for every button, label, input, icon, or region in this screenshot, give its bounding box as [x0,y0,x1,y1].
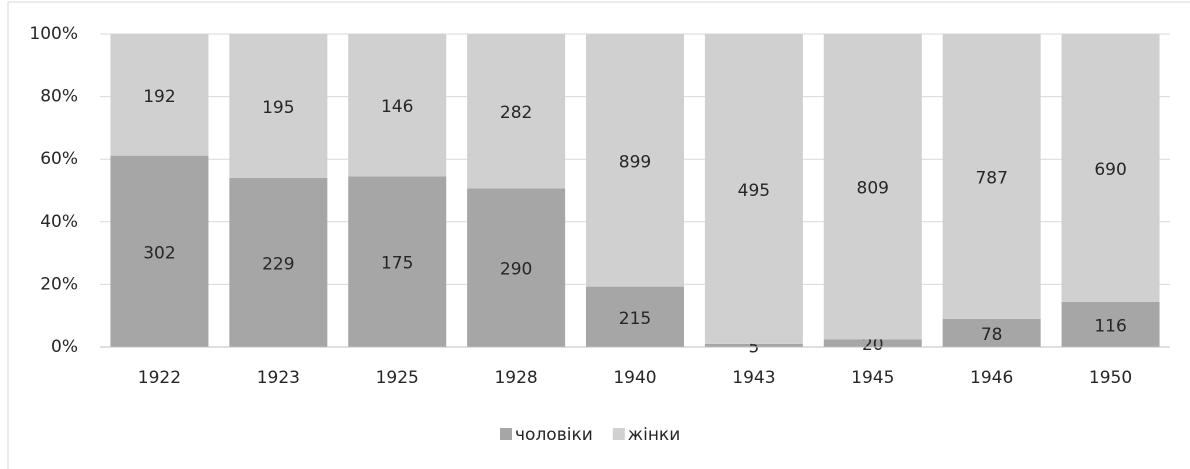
x-tick-label: 1923 [257,368,300,388]
data-label: 192 [143,87,175,107]
data-label: 229 [262,254,294,274]
bar-segment [586,286,684,347]
data-label: 302 [143,243,175,263]
bar-segment [1061,301,1160,347]
y-tick-label: 20% [40,274,78,294]
y-tick-label: 40% [40,212,78,232]
bar-segment [823,34,922,340]
x-tick-label: 1922 [138,368,181,388]
y-tick-label: 80% [40,87,78,107]
data-label: 690 [1094,160,1126,180]
x-tick-label: 1950 [1089,368,1132,388]
data-label: 175 [381,254,413,274]
bar-segment [348,34,447,177]
bar-segment [110,155,209,347]
bar-segment [467,34,566,189]
legend-swatch [612,428,625,440]
data-label: 78 [981,325,1003,345]
bar-segment [467,188,566,347]
data-label: 146 [381,97,413,117]
data-label: 116 [1094,316,1126,336]
data-label: 495 [738,181,770,201]
y-tick-label: 0% [51,337,78,357]
bar-segment [942,318,1041,347]
bar-segment [229,34,328,178]
data-label: 20 [862,335,884,355]
bar-segment [586,34,684,287]
y-tick-label: 60% [40,149,78,169]
data-label: 195 [262,98,294,118]
legend-swatch [500,428,512,440]
x-tick-label: 1940 [613,368,656,388]
bar-segment [1061,34,1160,302]
legend-label: жінки [628,425,680,445]
bar-segment [110,34,209,156]
bar-segment [942,34,1041,319]
x-tick-label: 1945 [851,368,894,388]
bar-segment [229,177,328,347]
bar-segment [704,343,803,347]
x-tick-label: 1928 [494,368,537,388]
data-label: 290 [500,260,532,280]
data-label: 787 [975,168,1007,188]
bar-segment [823,339,922,347]
x-tick-label: 1925 [376,368,419,388]
data-label: 282 [500,103,532,123]
x-tick-label: 1943 [732,368,775,388]
data-label: 899 [619,152,651,172]
data-label: 809 [857,179,889,199]
bar-segment [704,34,803,344]
bar-segment [348,176,447,347]
legend-label: чоловіки [515,425,593,445]
y-tick-label: 100% [29,24,78,44]
x-tick-label: 1946 [970,368,1013,388]
data-label: 215 [619,309,651,329]
